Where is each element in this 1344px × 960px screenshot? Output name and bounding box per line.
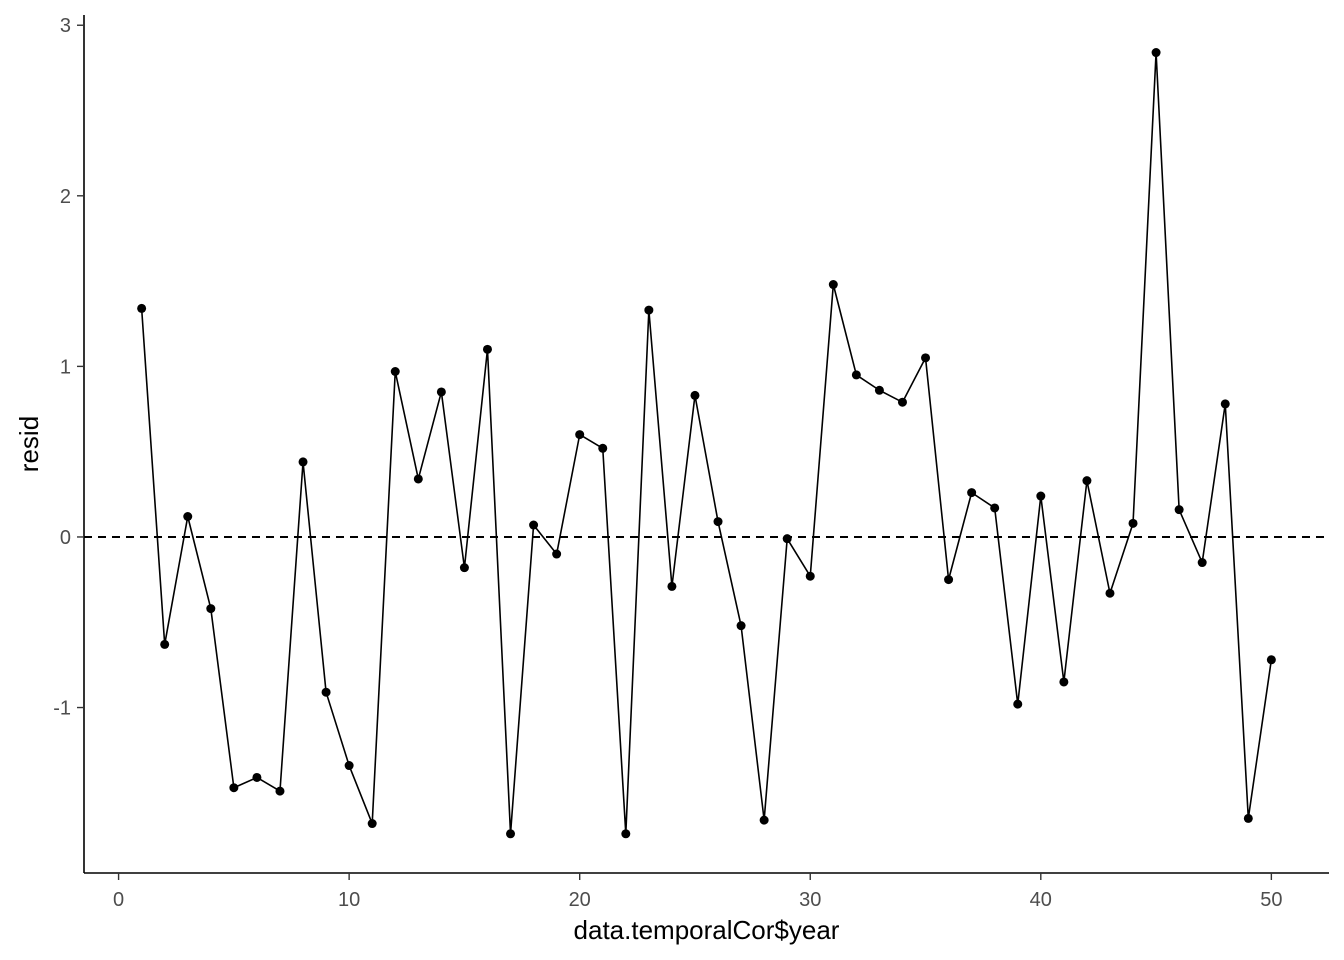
data-point [1082,476,1092,486]
data-point [897,397,907,407]
data-point [321,687,331,697]
y-tick-label: -1 [53,698,71,720]
data-point [137,303,147,313]
data-point [690,390,700,400]
series-line [140,51,1273,835]
axes-layer [77,15,1329,880]
data-point [252,772,262,782]
y-axis-title: resid [14,416,44,472]
data-point [482,344,492,354]
data-point [782,534,792,544]
data-point [506,829,516,839]
data-point [1036,491,1046,501]
data-point [1013,699,1023,709]
data-point [713,517,723,527]
data-point [298,457,308,467]
data-point [390,367,400,377]
data-point [1220,399,1230,409]
data-point [575,430,585,440]
data-point [828,280,838,290]
data-point [160,639,170,649]
x-tick-label: 10 [338,889,360,911]
data-point [1105,588,1115,598]
tick-labels-layer: 0 10 20 30 40 50 -1 0 1 2 3 [53,15,1282,911]
y-tick-label: 3 [60,15,71,37]
data-point [759,815,769,825]
data-point [1059,677,1069,687]
data-point [1174,505,1184,515]
data-point [851,370,861,380]
data-point [621,829,631,839]
data-point [552,549,562,559]
y-tick-label: 1 [60,356,71,378]
data-point [667,581,677,591]
data-point [183,511,193,521]
y-tick-label: 0 [60,527,71,549]
data-points-layer [137,48,1276,839]
data-point [736,621,746,631]
x-tick-label: 0 [113,889,124,911]
data-point [805,571,815,581]
data-point [1128,518,1138,528]
data-point [874,385,884,395]
x-tick-label: 20 [569,889,591,911]
data-point [644,305,654,315]
data-point [1151,48,1161,58]
data-point [344,761,354,771]
x-tick-label: 50 [1260,889,1282,911]
data-point [275,786,285,796]
data-point [436,387,446,397]
data-point [229,783,239,793]
data-point [1266,655,1276,665]
data-point [921,353,931,363]
data-point [1243,813,1253,823]
data-point [413,474,423,484]
data-point [206,604,216,614]
data-point [598,443,608,453]
data-point [459,563,469,573]
data-point [529,520,539,530]
data-point [367,819,377,829]
data-point [990,503,1000,513]
y-tick-label: 2 [60,186,71,208]
x-tick-label: 30 [799,889,821,911]
data-point [1197,558,1207,568]
data-point [967,488,977,498]
x-tick-label: 40 [1030,889,1052,911]
data-point [944,575,954,585]
x-axis-title: data.temporalCor$year [574,915,840,945]
series-line-layer [140,51,1273,835]
